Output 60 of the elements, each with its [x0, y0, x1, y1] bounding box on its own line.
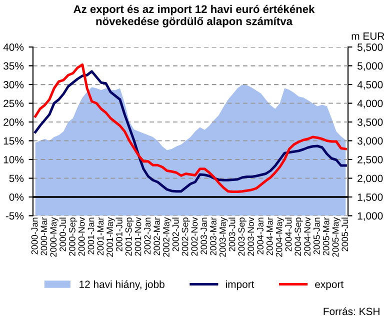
x-tick-label: 2004-May [276, 217, 284, 257]
y-tick-label: 40% [3, 44, 24, 51]
legend-label: 12 havi hiány, jobb [80, 280, 164, 290]
x-tick-label: 2004-Jul [285, 218, 292, 252]
y-tick-label: 20% [4, 118, 24, 126]
x-tick-label: 2000-Jul [59, 218, 66, 252]
x-tick-label: 2004-Mar [266, 217, 273, 256]
y-tick-label: 30% [4, 81, 24, 88]
x-tick-label: 2001-Mar [97, 217, 104, 256]
x-tick-label: 2003-Jan [200, 218, 208, 254]
text: Forrás: KSH [324, 307, 380, 316]
x-tick-label: 2002-May [163, 217, 172, 257]
y2-tick-label: 5,000 [357, 62, 383, 71]
x-tick-label: 2001-Jul [116, 218, 122, 252]
y2-tick-label: 3,500 [357, 118, 383, 128]
x-tick-label: 2001-Nov [134, 217, 142, 256]
x-tick-label: 2001-Sep [125, 218, 134, 256]
x-tick-label: 2003-May [219, 217, 228, 257]
legend-label: export [315, 281, 344, 290]
y-tick-label: 0% [9, 193, 24, 201]
y-tick-label: 25% [4, 100, 24, 108]
x-tick-label: 2000-Mar [40, 217, 48, 256]
y-tick-label: 15% [4, 137, 24, 145]
x-tick-label: 2001-May [106, 217, 115, 257]
legend-label: import [226, 280, 254, 290]
x-tick-label: 2004-Sep [294, 218, 303, 256]
x-tick-label: 2004-Jan [257, 218, 264, 254]
x-tick-label: 2005-Mar [322, 217, 330, 256]
x-tick-label: 2003-Jul [228, 218, 236, 252]
y2-axis-title: m EUR [352, 32, 384, 40]
y-tick-label: 5% [9, 174, 24, 182]
x-tick-label: 2002-Jan [144, 218, 151, 254]
y2-tick-label: 2,500 [358, 156, 383, 165]
x-tick-label: 2002-Sep [182, 218, 190, 256]
x-tick-label: 2002-Jul [172, 218, 179, 252]
y2-tick-label: 1,000 [358, 212, 383, 221]
y2-tick-label: 3,000 [357, 137, 383, 146]
x-tick-label: 2000-May [50, 217, 58, 257]
x-tick-label: 2005-May [332, 217, 340, 257]
x-tick-label: 2003-Sep [238, 218, 246, 256]
y2-tick-label: 4,500 [357, 81, 383, 90]
x-tick-label: 2001-Jan [88, 218, 94, 254]
x-tick-label: 2004-Nov [304, 217, 310, 256]
x-tick-label: 2000-Jan [31, 218, 38, 254]
y2-tick-label: 2,000 [358, 174, 383, 184]
y-tick-label: 10% [4, 156, 24, 164]
y2-tick-label: 5,500 [357, 44, 383, 52]
y2-tick-label: 4,000 [357, 100, 383, 108]
x-tick-label: 2002-Nov [191, 217, 198, 256]
x-tick-label: 2005-Jan [314, 218, 320, 254]
y-tick-label: 35% [4, 62, 24, 70]
x-tick-label: 2003-Nov [248, 217, 254, 256]
x-tick-label: 2002-Mar [154, 217, 160, 256]
x-tick-label: 2000-Sep [68, 218, 78, 256]
x-tick-label: 2005-Jul [341, 218, 348, 252]
x-tick-label: 2000-Nov [78, 217, 85, 256]
x-tick-label: 2003-Mar [210, 217, 216, 256]
chart-title: Az export és az import 12 havi euró értékének növekedése gördülő alapon számítva [74, 4, 315, 28]
y-tick-label: -5% [6, 212, 24, 220]
y2-tick-label: 1,500 [358, 193, 383, 202]
